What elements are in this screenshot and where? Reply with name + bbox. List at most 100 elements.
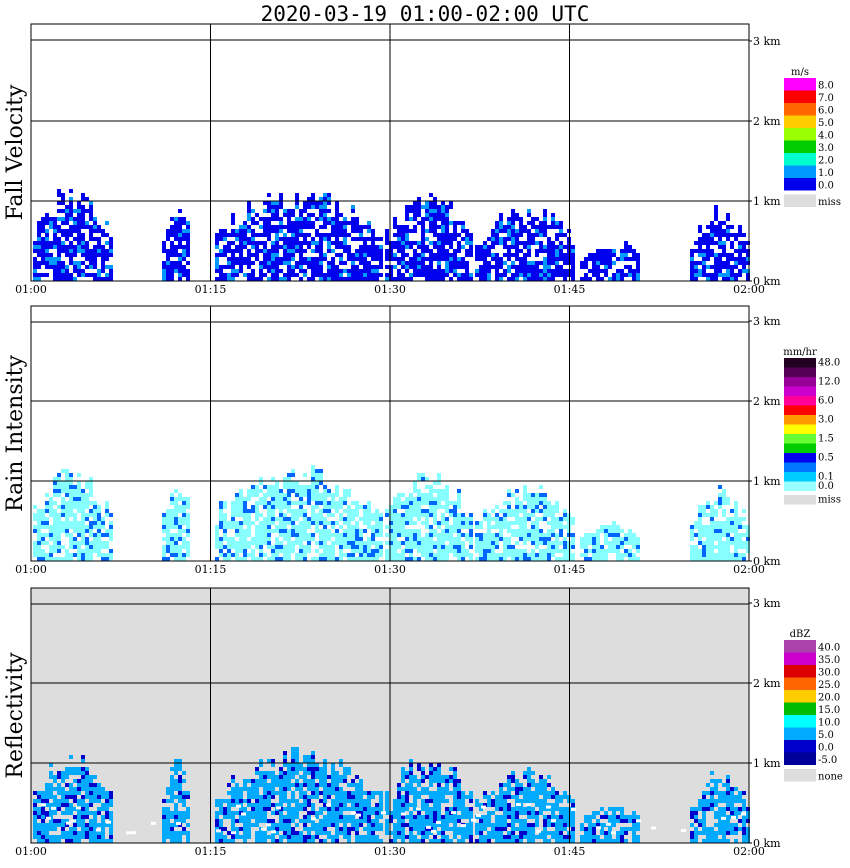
precip-cell [174,839,178,843]
precip-cell [469,795,473,799]
precip-cell [495,803,499,807]
precip-cell [186,245,190,249]
precip-cell [343,517,347,521]
precip-cell [231,815,235,819]
precip-cell [738,245,742,249]
precip-cell [33,545,37,549]
precip-cell [535,509,539,513]
precip-cell [162,517,166,521]
precip-cell [343,827,347,831]
precip-cell [483,265,487,269]
precip-cell [219,799,223,803]
precip-cell [393,233,397,237]
precip-cell [487,537,491,541]
precip-cell [105,815,109,819]
precip-cell [267,783,271,787]
precip-cell [170,493,174,497]
precip-cell [259,533,263,537]
precip-cell [457,549,461,553]
precip-cell [105,541,109,545]
colorbar-label: 0.5 [818,453,834,464]
precip-cell [275,489,279,493]
precip-cell [343,237,347,241]
precip-cell [367,545,371,549]
precip-cell [219,269,223,273]
precip-cell [433,779,437,783]
precip-cell [65,213,69,217]
precip-cell [457,545,461,549]
precip-cell [449,815,453,819]
precip-cell [604,257,608,261]
precip-cell [624,265,628,269]
precip-cell [429,213,433,217]
precip-cell [624,273,628,277]
precip-cell [166,257,170,261]
precip-cell [543,517,547,521]
precip-cell [69,253,73,257]
precip-cell [77,799,81,803]
precip-cell [93,819,97,823]
precip-cell [93,257,97,261]
precip-cell [351,277,355,281]
precip-cell [511,261,515,265]
precip-cell [710,553,714,557]
precip-cell [89,237,93,241]
precip-cell [77,815,81,819]
precip-cell [49,257,53,261]
precip-cell [483,245,487,249]
y-tick-label: 2 km [753,115,781,128]
precip-cell [445,517,449,521]
precip-cell [231,835,235,839]
precip-cell [73,787,77,791]
precip-cell [49,245,53,249]
precip-cell [351,537,355,541]
precip-cell [429,557,433,561]
precip-cell [170,217,174,221]
precip-cell [479,537,483,541]
precip-cell [417,509,421,513]
colorbar-swatch [784,377,816,387]
precip-cell [457,553,461,557]
precip-cell [45,261,49,265]
precip-cell [69,771,73,775]
precip-cell [479,553,483,557]
precip-cell [49,827,53,831]
precip-cell [393,831,397,835]
precip-cell [239,835,243,839]
precip-cell [307,213,311,217]
precip-cell [636,541,640,545]
precip-cell [259,521,263,525]
precip-cell [523,269,527,273]
precip-cell [97,521,101,525]
precip-cell [734,521,738,525]
precip-cell [487,815,491,819]
precip-cell [441,537,445,541]
precip-cell [335,273,339,277]
precip-cell [375,553,379,557]
precip-cell [331,553,335,557]
precip-cell [495,557,499,561]
precip-cell [702,505,706,509]
precip-cell [279,257,283,261]
precip-cell [85,505,89,509]
precip-cell [259,217,263,221]
precip-cell [53,269,57,273]
precip-cell [89,799,93,803]
precip-cell [409,509,413,513]
precip-cell [182,513,186,517]
precip-cell [295,249,299,253]
precip-cell [335,493,339,497]
precip-cell [710,225,714,229]
precip-cell [375,277,379,281]
precip-cell [624,253,628,257]
precip-cell [186,253,190,257]
precip-cell [61,779,65,783]
precip-cell [303,755,307,759]
precip-cell [255,485,259,489]
precip-cell [421,221,425,225]
precip-cell [698,549,702,553]
precip-cell [465,823,469,827]
precip-cell [255,831,259,835]
precip-cell [247,525,251,529]
precip-cell [85,835,89,839]
